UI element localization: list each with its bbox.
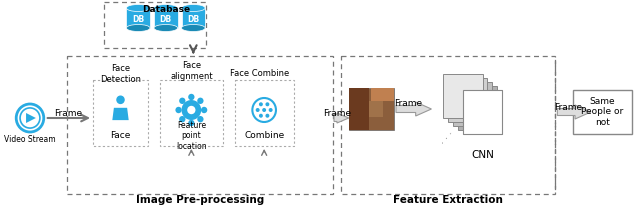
Polygon shape (334, 113, 349, 123)
FancyBboxPatch shape (458, 86, 497, 130)
Text: · · ·: · · · (438, 129, 456, 147)
Circle shape (266, 114, 269, 118)
Ellipse shape (127, 5, 150, 11)
Circle shape (116, 95, 125, 104)
FancyBboxPatch shape (444, 74, 483, 118)
FancyBboxPatch shape (448, 78, 488, 122)
Circle shape (197, 116, 204, 122)
Text: Database: Database (141, 5, 190, 14)
Text: CNN: CNN (471, 150, 494, 160)
Text: DB: DB (132, 15, 144, 24)
Ellipse shape (182, 5, 205, 11)
Polygon shape (557, 105, 591, 119)
Ellipse shape (154, 5, 177, 11)
FancyBboxPatch shape (463, 90, 502, 134)
Text: DB: DB (188, 15, 200, 24)
FancyBboxPatch shape (453, 82, 492, 126)
Circle shape (188, 94, 195, 100)
FancyBboxPatch shape (463, 90, 502, 134)
FancyBboxPatch shape (349, 88, 369, 130)
Circle shape (259, 102, 263, 106)
Circle shape (179, 98, 186, 104)
Polygon shape (154, 8, 177, 28)
Circle shape (201, 107, 207, 113)
Circle shape (179, 116, 186, 122)
Ellipse shape (154, 25, 177, 31)
FancyBboxPatch shape (573, 90, 632, 134)
FancyBboxPatch shape (369, 101, 383, 117)
Text: Same
People or
not: Same People or not (582, 97, 624, 127)
Text: Face
Detection: Face Detection (100, 64, 141, 84)
FancyBboxPatch shape (349, 88, 394, 130)
Text: Video Stream: Video Stream (4, 135, 56, 145)
Circle shape (269, 108, 273, 112)
Circle shape (266, 102, 269, 106)
Text: Combine: Combine (244, 131, 284, 140)
Circle shape (182, 100, 201, 120)
Text: Feature
point
location: Feature point location (176, 121, 207, 151)
Text: Frame: Frame (54, 109, 83, 118)
Polygon shape (127, 8, 150, 28)
Circle shape (188, 106, 195, 114)
Circle shape (259, 114, 263, 118)
Text: Face: Face (110, 131, 131, 140)
Text: Image Pre-processing: Image Pre-processing (136, 195, 264, 205)
Ellipse shape (127, 25, 150, 31)
Text: Frame: Frame (394, 99, 422, 109)
Text: Frame: Frame (323, 109, 351, 118)
Text: DB: DB (160, 15, 172, 24)
Polygon shape (182, 8, 205, 28)
Ellipse shape (182, 25, 205, 31)
Polygon shape (113, 108, 129, 120)
Circle shape (188, 120, 195, 126)
Circle shape (262, 108, 266, 112)
Text: Frame: Frame (554, 103, 582, 111)
Text: Face Combine: Face Combine (230, 68, 289, 78)
Circle shape (175, 107, 182, 113)
Circle shape (16, 104, 44, 132)
Circle shape (256, 108, 260, 112)
Text: Feature Extraction: Feature Extraction (393, 195, 503, 205)
Circle shape (197, 98, 204, 104)
Polygon shape (26, 113, 36, 123)
Polygon shape (396, 102, 431, 116)
FancyBboxPatch shape (371, 88, 394, 101)
Text: Face
alignment: Face alignment (170, 61, 212, 81)
